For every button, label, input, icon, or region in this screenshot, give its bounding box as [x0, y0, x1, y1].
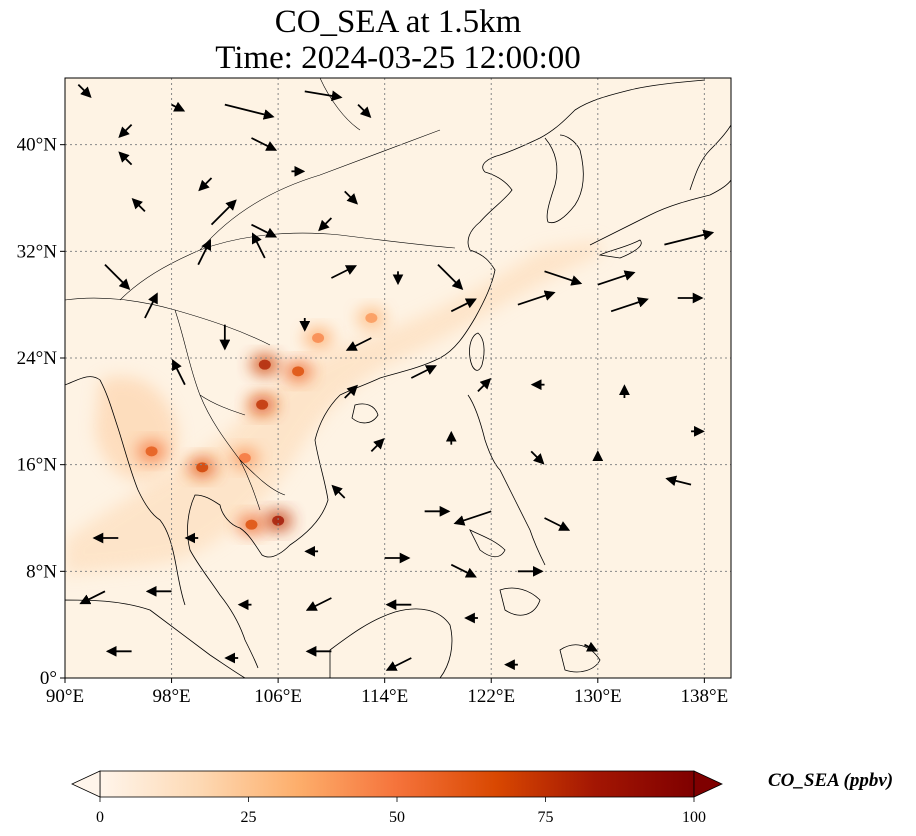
wind-arrow	[345, 337, 372, 351]
graticule	[65, 78, 731, 678]
latitude-tick-label: 16°N	[17, 455, 58, 476]
wind-arrow	[610, 297, 649, 313]
longitude-tick-label: 106°E	[254, 686, 302, 707]
wind-arrow	[477, 378, 492, 392]
wind-arrow	[198, 177, 213, 192]
colorbar-tick-label: 50	[389, 809, 405, 826]
colorbar-label: CO_SEA (ppbv)	[768, 770, 894, 791]
longitude-tick-label: 130°E	[574, 686, 622, 707]
longitude-tick-label: 138°E	[681, 686, 729, 707]
longitude-tick-label: 114°E	[361, 686, 408, 707]
colorbar-tick-label: 0	[96, 809, 104, 826]
wind-arrow	[305, 597, 332, 611]
wind-arrow	[77, 84, 92, 98]
latitude-tick-label: 40°N	[17, 135, 58, 156]
colorbar-tick-label: 25	[241, 809, 257, 826]
longitude-tick-label: 98°E	[152, 686, 190, 707]
wind-arrow	[118, 151, 133, 166]
longitude-tick-label: 122°E	[467, 686, 515, 707]
wind-arrow	[131, 198, 146, 212]
wind-arrow	[664, 229, 715, 246]
coastlines	[65, 78, 731, 678]
co-hotspot-core	[196, 462, 209, 473]
wind-arrow	[344, 384, 358, 399]
wind-arrow	[104, 264, 131, 290]
co-hotspot-core	[272, 515, 285, 526]
wind-arrow	[544, 270, 583, 286]
colorbar-max-extension	[693, 770, 723, 798]
wind-arrow	[530, 450, 545, 465]
wind-arrow	[251, 232, 266, 259]
wind-arrow	[171, 101, 186, 112]
wind-arrow	[251, 137, 278, 151]
wind-arrow	[172, 359, 186, 386]
co-hotspot-core	[256, 399, 269, 410]
wind-arrow	[210, 199, 237, 226]
co-hotspot-core	[238, 453, 251, 463]
map-panel-background	[64, 77, 732, 679]
wind-arrow	[544, 517, 571, 531]
wind-vectors	[77, 84, 715, 671]
longitude-tick-label: 90°E	[46, 686, 84, 707]
co-hotspot-core	[365, 313, 378, 323]
co-hotspot-core	[258, 359, 271, 370]
latitude-tick-label: 24°N	[17, 348, 58, 369]
wind-arrow	[344, 190, 358, 205]
wind-arrow	[144, 292, 158, 319]
wind-arrow	[665, 475, 692, 487]
wind-arrow	[251, 223, 278, 238]
wind-arrow	[517, 290, 556, 306]
co-hotspot-core	[145, 446, 158, 457]
wind-arrow	[584, 641, 599, 652]
wind-arrow	[318, 217, 333, 232]
colorbar-tick-label: 75	[538, 809, 554, 826]
wind-arrow	[437, 264, 464, 290]
latitude-tick-label: 0°	[40, 668, 57, 689]
wind-arrow	[330, 265, 358, 279]
chart-subtitle-time: Time: 2024-03-25 12:00:00	[215, 40, 581, 76]
map-frame	[64, 77, 732, 679]
latitude-tick-label: 32°N	[17, 241, 58, 262]
wind-arrow	[453, 510, 492, 526]
colorbar: 0 25 50 75 100	[71, 770, 723, 826]
co-hotspot-core	[245, 519, 258, 530]
wind-arrow	[385, 657, 412, 671]
colorbar-tick-label: 100	[682, 809, 706, 826]
wind-arrow	[357, 104, 372, 118]
wind-arrow	[304, 90, 343, 102]
wind-arrow	[370, 438, 385, 452]
wind-arrow	[410, 365, 437, 379]
chart-title: CO_SEA at 1.5km	[274, 4, 522, 40]
wind-arrow	[331, 484, 346, 499]
wind-arrow	[597, 270, 636, 286]
wind-arrow	[79, 590, 106, 605]
co-hotspot-core	[312, 333, 325, 343]
latitude-tick-label: 8°N	[26, 561, 57, 582]
colorbar-gradient	[99, 770, 695, 798]
wind-arrow	[450, 298, 477, 313]
colorbar-min-extension	[71, 770, 101, 798]
wind-arrow	[450, 563, 477, 578]
co-hotspot-core	[292, 366, 305, 377]
wind-arrow	[197, 239, 212, 266]
wind-arrow	[118, 124, 133, 138]
wind-arrow	[224, 103, 275, 120]
